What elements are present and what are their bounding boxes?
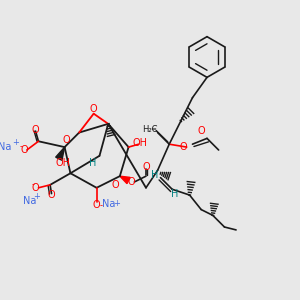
Text: O: O <box>93 200 101 210</box>
Text: Na: Na <box>23 196 36 206</box>
Text: O: O <box>112 180 119 190</box>
Polygon shape <box>56 147 64 160</box>
Text: O: O <box>48 190 56 200</box>
Text: =: = <box>150 127 156 133</box>
Text: Na: Na <box>101 199 115 209</box>
Text: O: O <box>142 162 150 172</box>
Text: OH: OH <box>133 138 148 148</box>
Text: O: O <box>62 135 70 145</box>
Text: +: + <box>12 138 19 147</box>
Text: O: O <box>197 126 205 136</box>
Text: H: H <box>171 189 179 199</box>
Text: O: O <box>128 177 135 187</box>
Text: H: H <box>151 170 158 180</box>
Text: O: O <box>32 125 39 135</box>
Text: Na: Na <box>0 142 12 152</box>
Text: +: + <box>34 192 40 201</box>
Text: -: - <box>20 142 22 152</box>
Text: H: H <box>88 158 96 168</box>
Text: H₂C: H₂C <box>142 124 158 134</box>
Text: O: O <box>90 104 98 114</box>
Text: O: O <box>180 142 188 152</box>
Text: -: - <box>99 201 102 210</box>
Polygon shape <box>120 176 130 184</box>
Text: OH: OH <box>56 158 71 168</box>
Text: +: + <box>113 199 120 208</box>
Text: O: O <box>20 145 28 155</box>
Text: -: - <box>31 180 34 189</box>
Text: O: O <box>32 183 39 193</box>
